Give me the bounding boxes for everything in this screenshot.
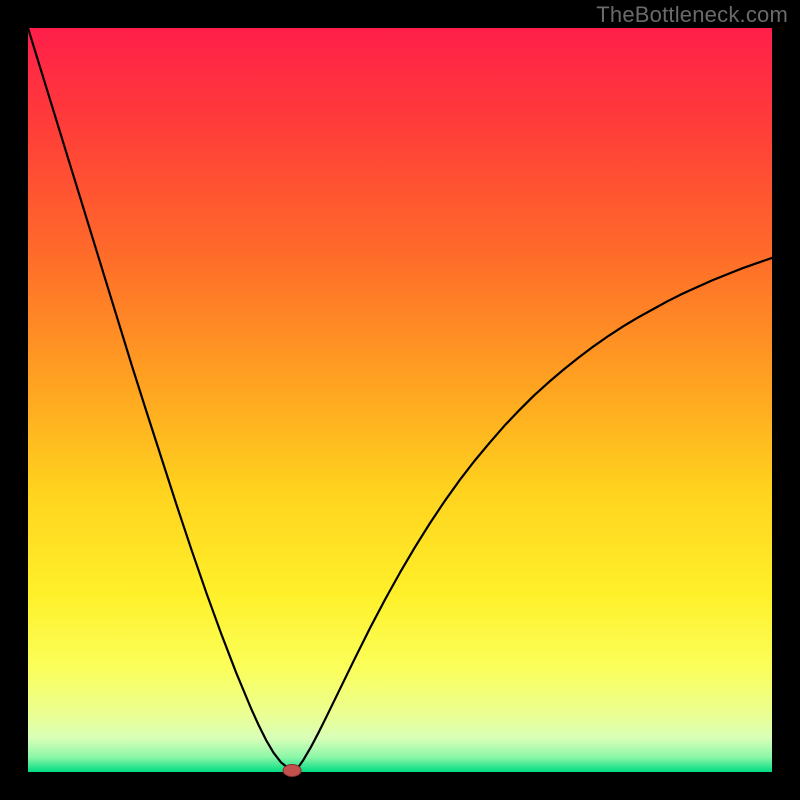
plot-area [28, 28, 772, 772]
bottleneck-chart [0, 0, 800, 800]
chart-svg [0, 0, 800, 800]
watermark-text: TheBottleneck.com [596, 2, 788, 28]
optimal-point-marker [283, 765, 301, 777]
